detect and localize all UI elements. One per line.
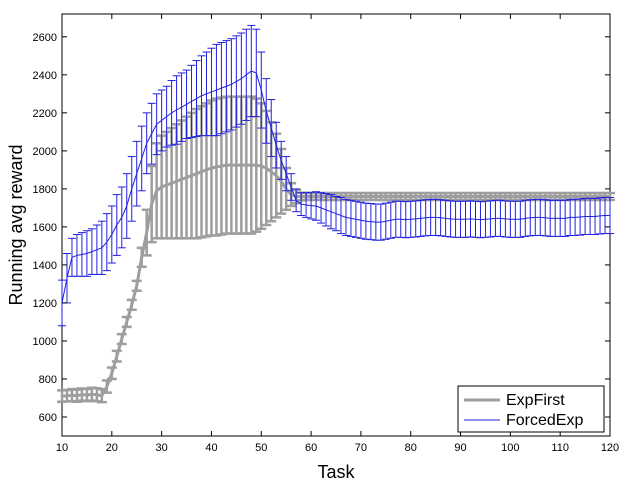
x-axis-title: Task bbox=[317, 462, 355, 482]
x-tick-label: 110 bbox=[551, 442, 569, 454]
y-tick-label: 1200 bbox=[33, 298, 57, 310]
x-tick-label: 90 bbox=[454, 442, 466, 454]
x-tick-label: 80 bbox=[405, 442, 417, 454]
legend-label-expfirst: ExpFirst bbox=[506, 392, 565, 409]
y-tick-label: 1800 bbox=[33, 184, 57, 196]
y-tick-label: 2400 bbox=[33, 70, 57, 82]
x-tick-label: 50 bbox=[255, 442, 267, 454]
y-tick-label: 600 bbox=[39, 412, 57, 424]
legend-box bbox=[457, 385, 605, 433]
x-tick-label: 70 bbox=[355, 442, 367, 454]
y-tick-label: 2000 bbox=[33, 146, 57, 158]
x-tick-label: 30 bbox=[156, 442, 168, 454]
series-forcedexp bbox=[58, 24, 614, 327]
x-tick-label: 100 bbox=[501, 442, 519, 454]
x-tick-label: 10 bbox=[56, 442, 68, 454]
y-tick-label: 2200 bbox=[33, 108, 57, 120]
legend: ExpFirst ForcedExp bbox=[457, 385, 605, 433]
x-tick-label: 60 bbox=[305, 442, 317, 454]
y-tick-label: 2600 bbox=[33, 32, 57, 44]
x-tick-label: 40 bbox=[205, 442, 217, 454]
legend-label-forcedexp: ForcedExp bbox=[506, 412, 583, 429]
y-tick-label: 800 bbox=[39, 374, 57, 386]
x-tick-label: 120 bbox=[601, 442, 619, 454]
series-layer bbox=[57, 24, 615, 404]
y-axis-title: Running avg reward bbox=[6, 144, 26, 305]
series-expfirst bbox=[57, 95, 615, 404]
x-tick-label: 20 bbox=[106, 442, 118, 454]
series-line-forcedexp bbox=[61, 70, 610, 304]
y-tick-label: 1600 bbox=[33, 222, 57, 234]
y-tick-label: 1400 bbox=[33, 260, 57, 272]
y-tick-label: 1000 bbox=[33, 336, 57, 348]
